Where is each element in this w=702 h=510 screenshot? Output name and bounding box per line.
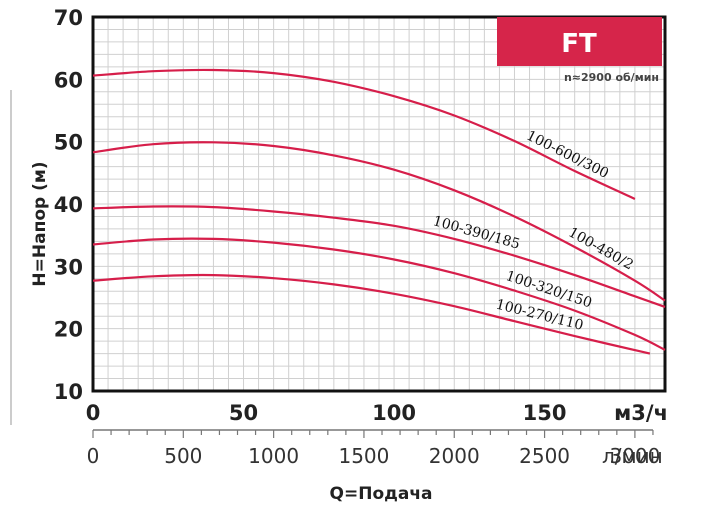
curve-100-270-110 — [92, 273, 651, 355]
curve-100-320-150 — [92, 237, 666, 351]
curve-100-480-2 — [92, 141, 666, 302]
curve-label: 100-390/185 — [431, 213, 522, 253]
x-tick-label-primary: 150 — [523, 401, 567, 425]
curve-100-390-185 — [92, 205, 666, 308]
speed-note: n≈2900 об/мин — [564, 71, 659, 84]
x-tick-label-secondary: 2000 — [429, 444, 480, 468]
curve-100-600-300 — [92, 68, 636, 200]
plot-frame — [91, 15, 667, 393]
pump-curves — [92, 68, 666, 355]
x-tick-label-primary: 0 — [86, 401, 101, 425]
y-tick-label: 50 — [54, 131, 83, 155]
y-axis-label: H=Напор (м) — [30, 161, 50, 286]
y-tick-label: 30 — [54, 255, 83, 279]
x-tick-label-secondary: 500 — [164, 444, 202, 468]
x-tick-label-secondary: 0 — [87, 444, 100, 468]
x-tick-label-secondary: 1500 — [338, 444, 389, 468]
y-tick-label: 70 — [54, 6, 83, 30]
curve-label: 100-600/300 — [524, 128, 611, 182]
y-tick-label: 40 — [54, 193, 83, 217]
x-unit-primary: м3/ч — [614, 401, 668, 425]
y-tick-label: 60 — [54, 68, 83, 92]
badge-label: FT — [561, 29, 597, 59]
x-tick-label-secondary: 2500 — [519, 444, 570, 468]
y-tick-label: 10 — [54, 380, 83, 404]
x-tick-label-secondary: 1000 — [248, 444, 299, 468]
x-tick-label-secondary: 3000 — [609, 444, 660, 468]
x-tick-label-primary: 100 — [372, 401, 416, 425]
x-unit-secondary: л/мин — [602, 444, 663, 468]
badge-background — [497, 17, 662, 66]
x-axis-label: Q=Подача — [330, 484, 433, 504]
y-tick-label: 20 — [54, 318, 83, 342]
x-tick-label-primary: 50 — [229, 401, 258, 425]
badge: FT — [497, 17, 662, 66]
